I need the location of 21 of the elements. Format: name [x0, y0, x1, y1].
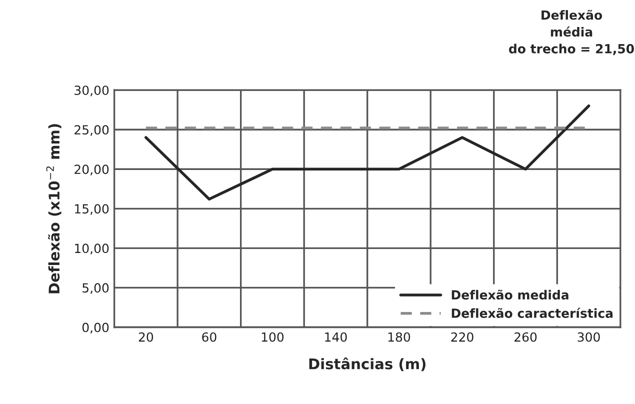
legend-label: Deflexão característica	[452, 308, 613, 318]
line-series	[144, 104, 590, 201]
x-tick-label: 220	[451, 332, 474, 342]
y-tick-label: 10,00	[75, 244, 109, 254]
x-tick-label: 260	[514, 332, 537, 342]
y-tick-label: 25,00	[74, 125, 109, 136]
y-tick-label: 0,00	[82, 322, 109, 334]
y-tick-label: 30,00	[74, 86, 109, 96]
x-tick-label: 60	[202, 332, 216, 342]
legend-label: Deflexão medida	[452, 290, 568, 300]
x-tick-label: 140	[325, 332, 347, 342]
y-axis-title: Deflexão (x10$^{−2}$ mm)	[46, 124, 62, 294]
x-tick-label: 300	[578, 332, 600, 342]
x-axis-title: Distâncias (m)	[309, 358, 426, 372]
x-tick-label: 20	[138, 332, 154, 342]
x-tick-label: 180	[388, 332, 410, 342]
x-tick-label: 100	[262, 332, 284, 342]
y-tick-label: 20,00	[74, 164, 109, 176]
text: Deflexão média do trecho = 21,50	[509, 10, 634, 56]
y-tick-label: 15,00	[75, 204, 109, 215]
y-tick-label: 5,00	[82, 283, 109, 294]
